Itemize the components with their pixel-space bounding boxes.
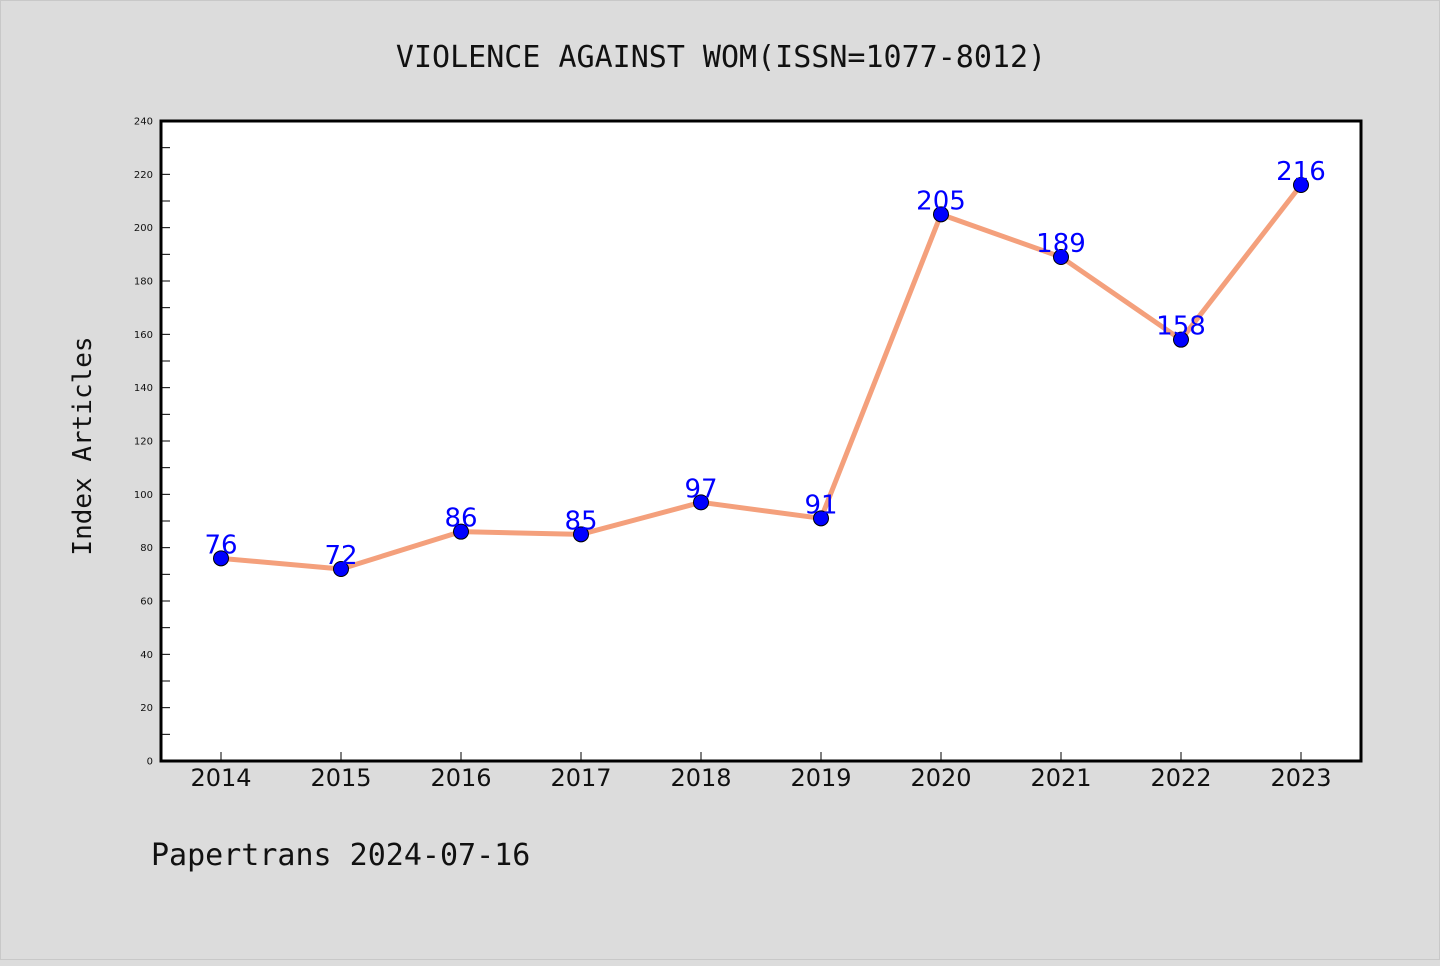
x-axis: 2014 2015 2016 2017 2018 2019 2020 2021 2022 2023 [190, 752, 1332, 792]
y-axis-label: Index Articles [68, 336, 98, 555]
series-line [218, 182, 1304, 572]
y-tick-label: 0 [147, 757, 153, 768]
x-tick-label: 2014 [190, 764, 251, 792]
y-tick-label: 40 [140, 650, 153, 661]
y-tick-label: 240 [134, 117, 153, 128]
x-tick-label: 2017 [550, 764, 611, 792]
data-label: 216 [1276, 157, 1326, 187]
data-point [213, 550, 229, 567]
data-point [933, 206, 949, 223]
data-label: 85 [564, 506, 597, 536]
y-tick-label: 60 [140, 597, 153, 608]
data-label: 76 [204, 530, 237, 560]
data-point [693, 494, 709, 511]
data-point [573, 526, 589, 543]
series-layer [213, 177, 1309, 577]
data-point [453, 523, 469, 540]
x-tick-label: 2023 [1270, 764, 1331, 792]
data-point [1053, 249, 1069, 265]
data-label: 86 [444, 504, 477, 534]
data-point [333, 561, 349, 577]
data-labels: 76 72 86 85 97 91 205 189 158 216 [204, 157, 1325, 571]
x-tick-label: 2018 [670, 764, 731, 792]
data-point [813, 510, 829, 527]
x-tick-label: 2019 [790, 764, 851, 792]
data-label: 91 [804, 490, 837, 520]
y-tick-label: 160 [134, 330, 153, 341]
x-tick-label: 2015 [310, 764, 371, 792]
data-label: 205 [916, 186, 966, 216]
x-tick-label: 2022 [1150, 764, 1211, 792]
y-tick-label: 120 [134, 437, 153, 448]
y-tick-label: 100 [134, 490, 153, 501]
x-tick-label: 2016 [430, 764, 491, 792]
data-label: 158 [1156, 312, 1206, 342]
data-point [1173, 331, 1189, 348]
chart-title: VIOLENCE AGAINST WOM(ISSN=1077-8012) [396, 40, 1046, 75]
y-axis: 0 20 40 60 80 100 120 140 160 180 200 220 240 [134, 117, 170, 768]
data-label: 72 [324, 541, 357, 571]
y-tick-label: 20 [140, 703, 153, 714]
y-tick-label: 200 [134, 223, 153, 234]
footer-text: Papertrans 2024-07-16 [151, 838, 530, 873]
y-tick-label: 80 [140, 543, 153, 554]
data-label: 189 [1036, 229, 1086, 259]
data-point [1293, 177, 1309, 193]
y-tick-label: 180 [134, 277, 153, 288]
plot-area [159, 119, 1363, 763]
data-label: 97 [684, 474, 717, 504]
x-tick-label: 2021 [1030, 764, 1091, 792]
x-tick-label: 2020 [910, 764, 971, 792]
y-tick-label: 140 [134, 383, 153, 394]
y-tick-label: 220 [134, 170, 153, 181]
